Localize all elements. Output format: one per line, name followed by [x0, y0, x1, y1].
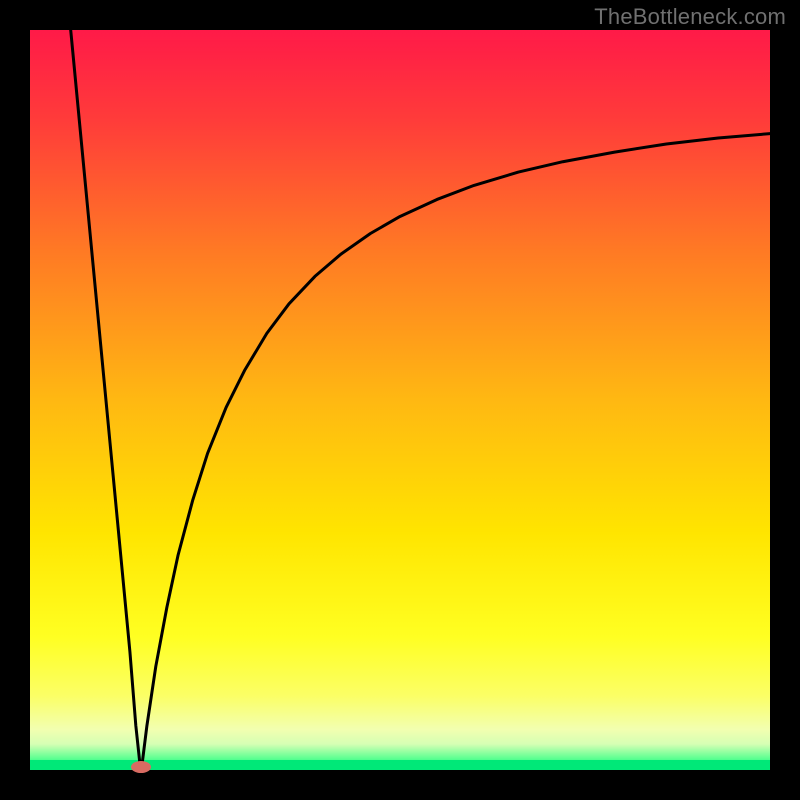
bottleneck-chart — [0, 0, 800, 800]
watermark-text: TheBottleneck.com — [594, 4, 786, 30]
chart-container: TheBottleneck.com — [0, 0, 800, 800]
